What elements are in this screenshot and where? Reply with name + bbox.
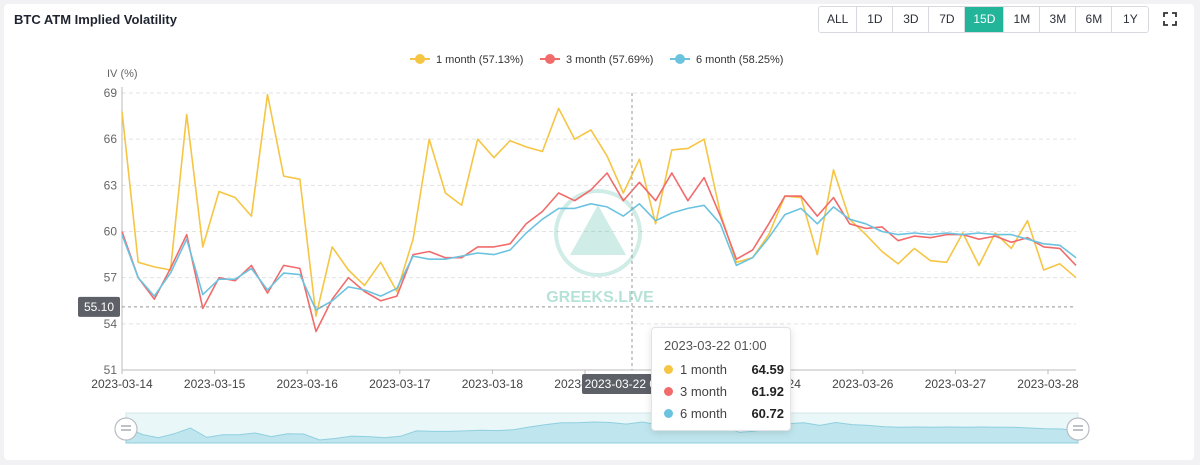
legend-marker: [415, 54, 425, 64]
y-tick-label: 66: [104, 132, 118, 146]
range-3d-button[interactable]: 3D: [893, 7, 930, 32]
tooltip-row-3-month: 3 month 61.92: [664, 383, 784, 401]
legend-marker: [545, 54, 555, 64]
range-1m-button[interactable]: 1M: [1004, 7, 1041, 32]
series-dot-icon: [664, 409, 673, 418]
series-line-1-month: [121, 93, 1077, 317]
x-tick-label: 2023-03-18: [462, 377, 524, 391]
y-axis-title: IV (%): [107, 68, 138, 80]
range-6m-button[interactable]: 6M: [1076, 7, 1113, 32]
chart-title: BTC ATM Implied Volatility: [14, 12, 177, 27]
y-tick-label: 69: [104, 86, 118, 100]
x-tick-label: 2023-03-26: [832, 377, 894, 391]
series-dot-icon: [664, 387, 673, 396]
range-1d-button[interactable]: 1D: [857, 7, 894, 32]
tooltip-series-value: 60.72: [751, 406, 784, 421]
tooltip-series-name: 1 month: [680, 362, 727, 377]
x-tick-label: 2023-03-15: [184, 377, 246, 391]
range-1y-button[interactable]: 1Y: [1112, 7, 1149, 32]
x-tick-label: 2023-03-14: [91, 377, 153, 391]
x-tick-label: 2023-03-16: [277, 377, 339, 391]
tooltip-row-1-month: 1 month 64.59: [664, 361, 784, 379]
legend-label: 1 month (57.13%): [436, 54, 523, 66]
watermark-text: GREEKS.LIVE: [546, 289, 654, 306]
tooltip-row-6-month: 6 month 60.72: [664, 405, 784, 423]
x-tick-label: 2023-03-17: [369, 377, 431, 391]
crosshair-y-value: 55.10: [84, 300, 114, 314]
watermark-logo: [554, 189, 642, 277]
y-tick-label: 54: [104, 317, 118, 331]
x-tick-label: 2023-03-27: [925, 377, 987, 391]
y-tick-label: 57: [104, 271, 118, 285]
data-tooltip: 2023-03-22 01:00 1 month 64.59 3 month 6…: [651, 327, 791, 431]
series-line-3-month: [121, 172, 1077, 333]
x-tick-label: 2023-03-28: [1017, 377, 1079, 391]
tooltip-series-value: 61.92: [751, 384, 784, 399]
range-3m-button[interactable]: 3M: [1040, 7, 1077, 32]
tooltip-series-value: 64.59: [751, 362, 784, 377]
series-line-6-month: [121, 203, 1077, 311]
tooltip-series-name: 6 month: [680, 406, 727, 421]
fullscreen-icon[interactable]: [1160, 9, 1180, 29]
crosshair-y-badge: [78, 296, 120, 317]
y-tick-label: 60: [104, 225, 118, 239]
y-tick-label: 51: [104, 363, 118, 377]
tooltip-title: 2023-03-22 01:00: [664, 338, 767, 353]
zoom-handle-right[interactable]: [1066, 417, 1090, 441]
tooltip-series-name: 3 month: [680, 384, 727, 399]
range-all-button[interactable]: ALL: [819, 7, 858, 32]
range-selector: ALL 1D 3D 7D 15D 1M 3M 6M 1Y: [818, 6, 1150, 33]
range-7d-button[interactable]: 7D: [929, 7, 966, 32]
range-15d-button[interactable]: 15D: [965, 7, 1005, 32]
legend-label: 6 month (58.25%): [696, 54, 783, 66]
zoom-handle-left[interactable]: [114, 417, 138, 441]
y-tick-label: 63: [104, 178, 118, 192]
legend-marker: [675, 54, 685, 64]
zoom-slider-preview: [125, 421, 1079, 444]
legend-label: 3 month (57.69%): [566, 54, 653, 66]
series-dot-icon: [664, 365, 673, 374]
